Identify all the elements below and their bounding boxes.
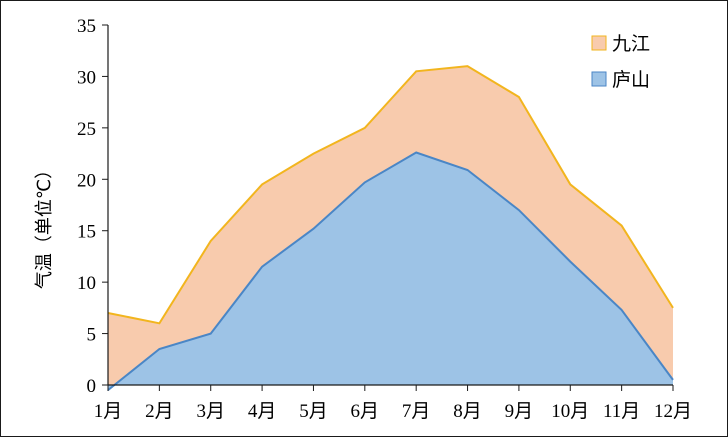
y-tick-label-5: 25 [77,119,96,140]
x-tick-label-2: 3月 [196,401,225,422]
x-tick-label-0: 1月 [94,401,123,422]
x-tick-label-5: 6月 [351,401,380,422]
y-tick-label-7: 35 [77,16,96,37]
x-tick-label-4: 5月 [299,401,328,422]
axes-layer [102,24,674,391]
series-line-1 [107,151,674,391]
legend-label-0: 九江 [612,33,650,55]
areas-layer [107,65,674,391]
y-axis-title: 气温（单位℃） [34,161,55,289]
legend-swatch-0 [591,35,607,51]
legend-swatch-1 [591,71,607,87]
legend-label-1: 庐山 [612,69,650,91]
x-tick-label-9: 10月 [551,401,589,422]
x-tick-label-1: 2月 [145,401,174,422]
x-tick-label-3: 4月 [248,401,277,422]
x-tick-label-7: 8月 [453,401,482,422]
labels-layer: 0 5 10 15 20 25 30 35 1月 2月 3月 4月 5月 6月 7月 8月 9月 10月 11月 12… [77,16,692,422]
y-tick-label-0: 0 [87,376,97,397]
y-tick-label-6: 30 [77,67,96,88]
x-tick-label-6: 7月 [402,401,431,422]
y-tick-label-3: 15 [77,222,96,243]
x-tick-label-11: 12月 [654,401,692,422]
series-line-0 [107,65,674,325]
x-tick-label-8: 9月 [505,401,534,422]
y-tick-label-1: 5 [87,325,97,346]
y-tick-label-2: 10 [77,273,96,294]
series-area-1 [108,152,673,391]
x-tick-label-10: 11月 [603,401,640,422]
y-tick-label-4: 20 [77,170,96,191]
